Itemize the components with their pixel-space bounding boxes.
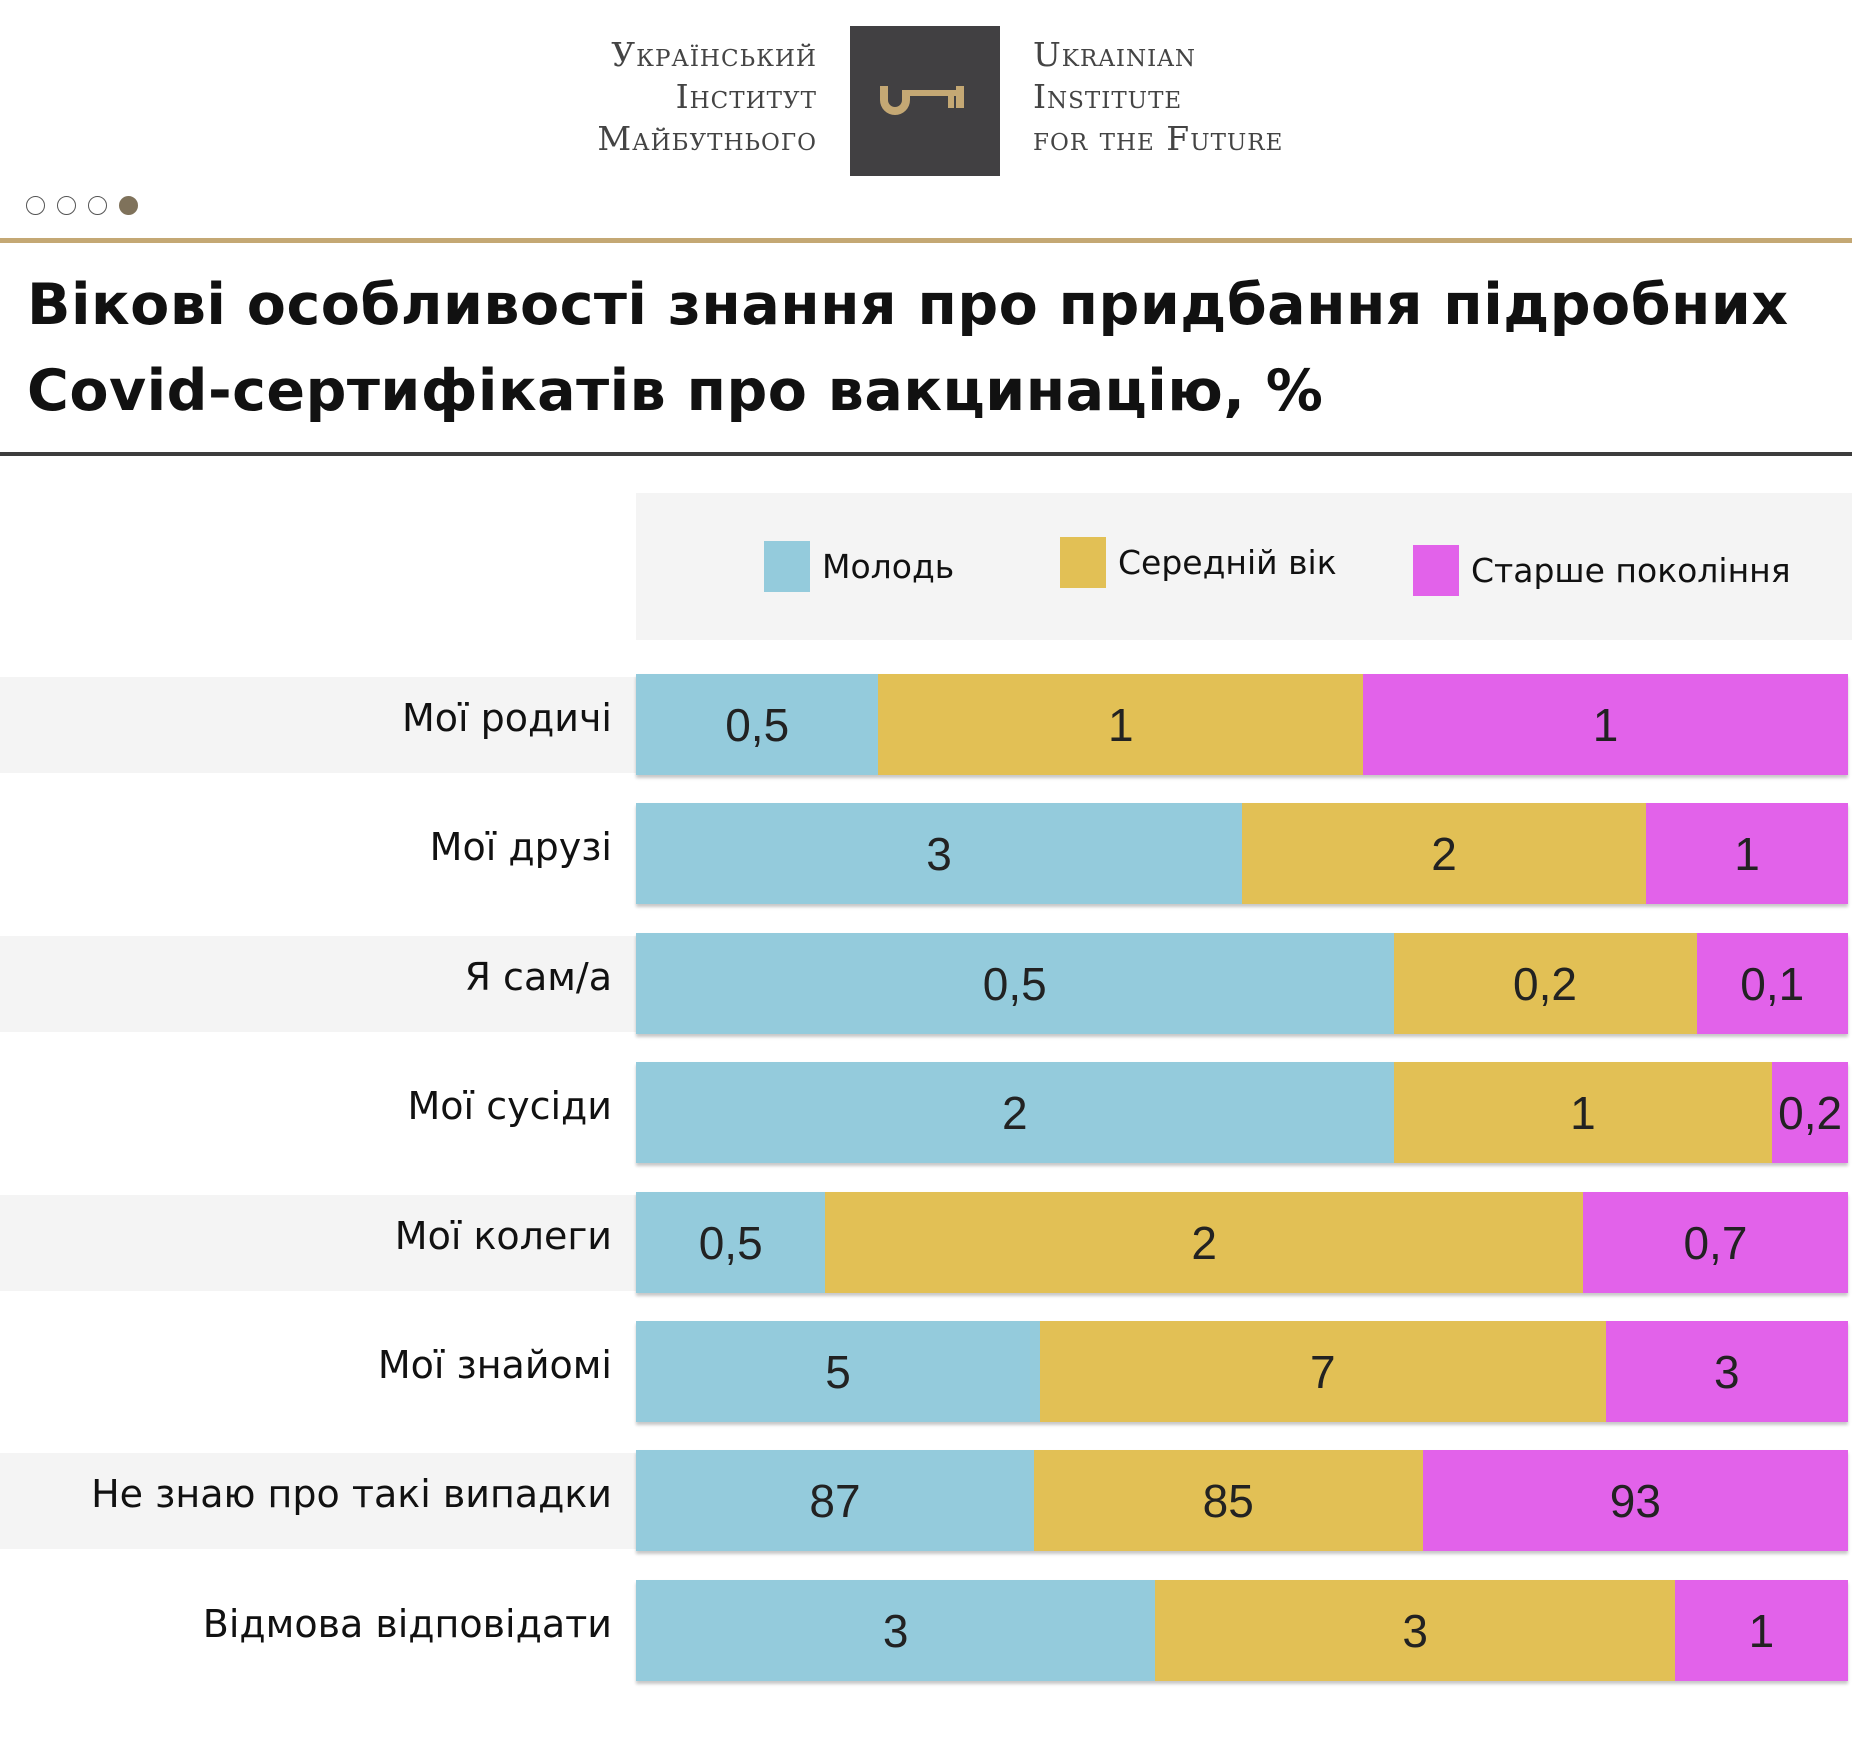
row-label-band	[0, 936, 636, 1032]
data-label: 3	[1713, 1345, 1740, 1398]
category-label: Відмова відповідати	[202, 1602, 612, 1646]
legend-item-middle-age: Середній вік	[1060, 489, 1337, 636]
data-label: 1	[1570, 1086, 1596, 1139]
chart-title-line: Вікові особливості знання про придбання …	[27, 272, 1789, 338]
data-label: 2	[1001, 1086, 1028, 1139]
legend-item-older: Старше покоління	[1413, 497, 1791, 644]
pager-dot[interactable]	[88, 196, 107, 215]
bar-segment: 3	[636, 1580, 1156, 1681]
data-label: 0,5	[698, 1216, 763, 1269]
data-label: 1	[1734, 827, 1760, 880]
logo-text-ukrainian: Український Інститут Майбутнього	[597, 34, 817, 160]
data-label: 5	[825, 1345, 851, 1398]
data-label: 1	[1748, 1604, 1775, 1657]
bar-segment: 0,5	[636, 933, 1394, 1034]
category-label: Не знаю про такі випадки	[91, 1472, 612, 1516]
bar-segment: 0,5	[636, 1192, 826, 1293]
bar-segment: 0,2	[1772, 1062, 1848, 1163]
stacked-bar: 0,5 0,2 0,1	[636, 933, 1848, 1034]
bar-segment: 1	[1646, 803, 1848, 904]
bar-segment: 1	[1674, 1580, 1848, 1681]
row-label-band	[0, 677, 636, 773]
pager-dot-active[interactable]	[119, 196, 138, 215]
data-label: 0,7	[1683, 1216, 1748, 1269]
legend-swatch	[1060, 537, 1106, 588]
bar-segment: 87	[636, 1450, 1034, 1551]
bar-segment: 5	[636, 1321, 1040, 1422]
data-label: 3	[1402, 1604, 1428, 1657]
logo-line: Інститут	[675, 77, 817, 116]
legend-swatch	[764, 541, 810, 592]
data-label: 7	[1310, 1345, 1336, 1398]
bar-segment: 7	[1040, 1321, 1606, 1422]
key-icon	[880, 86, 964, 115]
legend-label: Старше покоління	[1471, 551, 1791, 590]
bar-segment: 2	[1242, 803, 1646, 904]
category-label: Я сам/а	[464, 955, 612, 999]
data-label: 1	[1107, 698, 1134, 751]
bar-segment: 85	[1033, 1450, 1423, 1551]
chart-title-line: Covid-сертифікатів про вакцинацію, %	[27, 358, 1324, 424]
bar-segment: 0,1	[1696, 933, 1848, 1034]
bar-segment: 3	[1155, 1580, 1675, 1681]
data-label: 3	[882, 1604, 909, 1657]
bar-segment: 0,7	[1582, 1192, 1848, 1293]
logo-text-english: Ukrainian Institute for the Future	[1033, 34, 1283, 160]
data-label: 0,1	[1740, 957, 1805, 1010]
gold-divider	[0, 238, 1852, 243]
bar-segment: 1	[878, 674, 1364, 775]
data-label: 0,2	[1778, 1086, 1843, 1139]
data-label: 2	[1191, 1216, 1217, 1269]
data-label: 3	[926, 827, 952, 880]
legend-label: Молодь	[822, 547, 955, 586]
data-label: 2	[1431, 827, 1457, 880]
bar-segment: 1	[1393, 1062, 1773, 1163]
logo-mark	[850, 26, 1000, 176]
data-label: 93	[1609, 1474, 1661, 1527]
pager-dot[interactable]	[57, 196, 76, 215]
data-label: 0,2	[1513, 957, 1577, 1010]
stacked-bar: 0,5 2 0,7	[636, 1192, 1848, 1293]
dark-divider	[0, 452, 1852, 456]
stacked-bar: 3 3 1	[636, 1580, 1848, 1681]
data-label: 0,5	[725, 698, 790, 751]
logo-line: Український	[611, 35, 817, 74]
row-label-band	[0, 1195, 636, 1291]
legend-item-youth: Молодь	[764, 493, 954, 640]
bar-segment: 1	[1363, 674, 1848, 775]
data-label: 85	[1202, 1474, 1254, 1527]
logo-line: for the Future	[1033, 119, 1284, 158]
row-label-band	[0, 1453, 636, 1549]
logo-line: Майбутнього	[597, 119, 817, 158]
category-label: Мої знайомі	[377, 1343, 612, 1387]
slide-pager	[26, 196, 138, 215]
stacked-bar: 2 1 0,2	[636, 1062, 1848, 1163]
stacked-bar: 3 2 1	[636, 803, 1848, 904]
category-label: Мої колеги	[394, 1214, 612, 1258]
bar-segment: 0,5	[636, 674, 879, 775]
logo-line: Institute	[1033, 77, 1183, 116]
bar-segment: 2	[636, 1062, 1394, 1163]
logo-line: Ukrainian	[1033, 35, 1196, 74]
data-label: 1	[1592, 698, 1619, 751]
pager-dot[interactable]	[26, 196, 45, 215]
bar-segment: 3	[636, 803, 1242, 904]
bar-segment: 2	[825, 1192, 1583, 1293]
category-label: Мої родичі	[401, 696, 612, 740]
category-label: Мої сусіди	[407, 1084, 612, 1128]
stacked-bar: 0,5 1 1	[636, 674, 1848, 775]
bar-segment: 3	[1605, 1321, 1848, 1422]
data-label: 0,5	[982, 957, 1047, 1010]
chart-title: Вікові особливості знання про придбання …	[27, 262, 1837, 434]
bar-segment: 0,2	[1393, 933, 1697, 1034]
category-label: Мої друзі	[429, 825, 612, 869]
bar-segment: 93	[1422, 1450, 1848, 1551]
legend-label: Середній вік	[1118, 543, 1337, 582]
stacked-bar: 5 7 3	[636, 1321, 1848, 1422]
legend-swatch	[1413, 545, 1459, 596]
stacked-bar: 87 85 93	[636, 1450, 1848, 1551]
data-label: 87	[809, 1474, 861, 1527]
chart-legend: Молодь Середній вік Старше покоління	[636, 493, 1852, 640]
